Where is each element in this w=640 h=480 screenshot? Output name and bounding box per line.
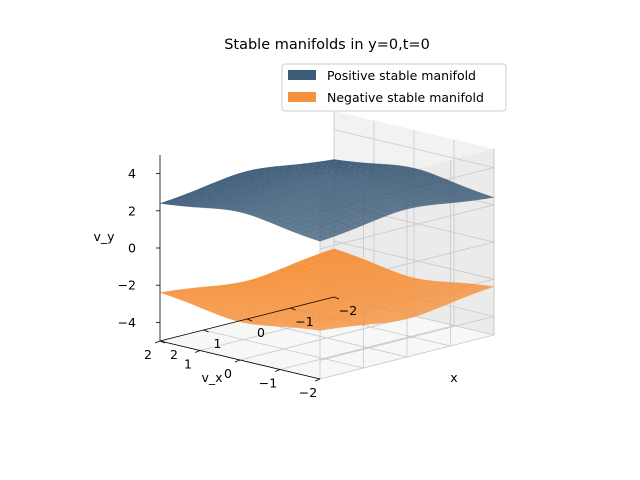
x-tick-mark bbox=[290, 307, 296, 311]
legend: Positive stable manifold Negative stable… bbox=[281, 63, 507, 112]
legend-label-positive: Positive stable manifold bbox=[327, 68, 476, 83]
legend-label-negative: Negative stable manifold bbox=[327, 90, 484, 105]
x-tick-mark bbox=[159, 340, 166, 344]
vx-tick-label: −2 bbox=[299, 385, 317, 400]
x-tick-mark bbox=[333, 296, 340, 300]
x-tick-label: 2 bbox=[170, 347, 178, 362]
surfaces bbox=[159, 159, 495, 331]
legend-swatch-positive bbox=[288, 70, 316, 80]
vy-tick-label: −4 bbox=[118, 315, 136, 330]
vy-tick-label: 2 bbox=[128, 203, 136, 218]
surface-facet-negative bbox=[480, 285, 495, 290]
gridline-vx bbox=[319, 149, 495, 380]
vx-axis-label: v_x bbox=[201, 370, 222, 385]
x-tick-label: −1 bbox=[295, 314, 313, 329]
surface-facet-positive bbox=[480, 195, 495, 199]
vx-tick-label: 0 bbox=[224, 366, 232, 381]
x-tick-label: 0 bbox=[257, 325, 265, 340]
vx-tick-mark bbox=[274, 369, 281, 372]
vx-tick-mark bbox=[314, 378, 321, 382]
vy-tick-label: 4 bbox=[128, 166, 136, 181]
vx-tick-mark bbox=[234, 359, 241, 363]
vx-tick-label: 1 bbox=[184, 357, 192, 372]
x-axis-label: x bbox=[450, 370, 457, 385]
vx-tick-mark bbox=[154, 340, 161, 344]
vx-tick-label: −1 bbox=[259, 376, 277, 391]
chart-title: Stable manifolds in y=0,t=0 bbox=[224, 37, 430, 53]
x-tick-mark bbox=[203, 329, 209, 333]
x-tick-label: −2 bbox=[339, 303, 357, 318]
x-tick-label: 1 bbox=[214, 336, 222, 351]
vy-axis-label: v_y bbox=[93, 229, 115, 244]
vy-tick-label: 0 bbox=[128, 241, 136, 256]
x-tick-mark bbox=[246, 318, 253, 322]
legend-frame bbox=[281, 63, 507, 112]
legend-swatch-negative bbox=[288, 92, 316, 102]
vy-tick-label: −2 bbox=[118, 278, 136, 293]
vx-tick-mark bbox=[194, 350, 201, 353]
vx-tick-label: 2 bbox=[144, 347, 152, 362]
